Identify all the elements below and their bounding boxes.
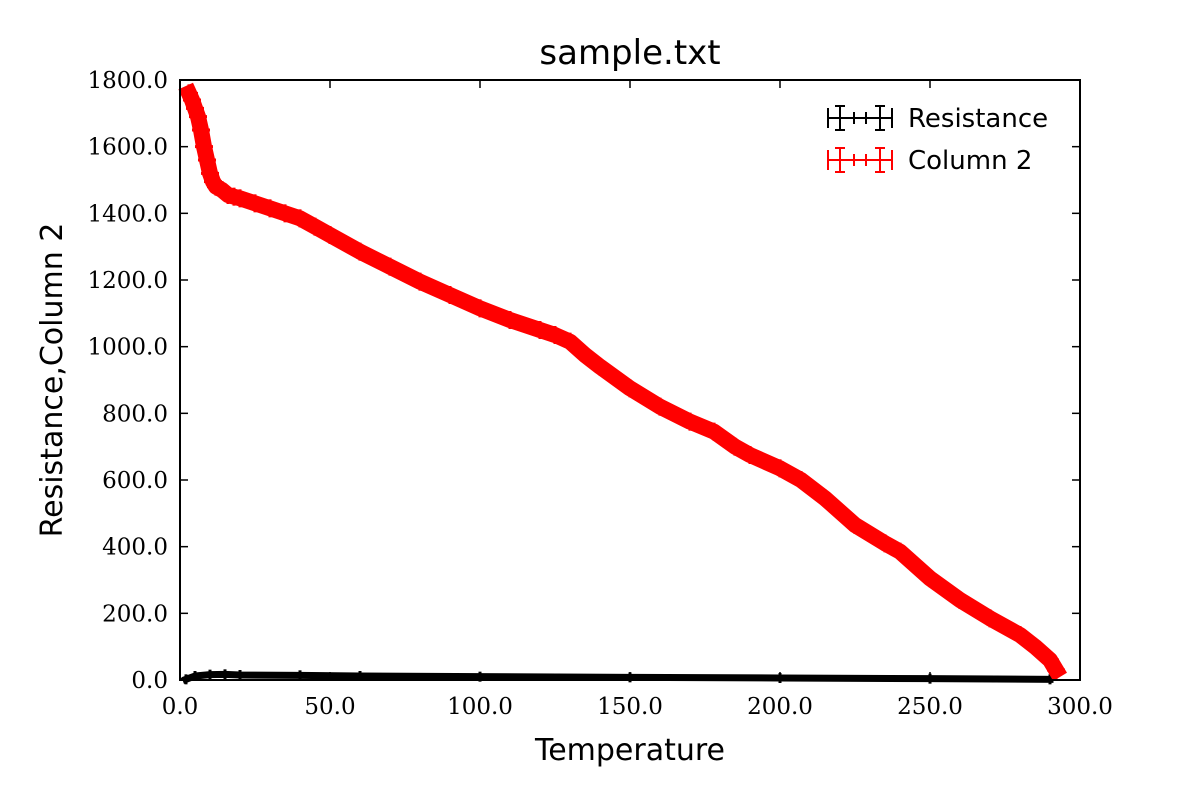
x-tick-label: 100.0 (447, 694, 513, 720)
legend-errorbar-icon (827, 147, 893, 173)
y-tick-label: 1200.0 (88, 268, 168, 294)
x-tick-label: 300.0 (1047, 694, 1113, 720)
legend-item: Column 2 (827, 146, 1032, 176)
y-tick-label: 800.0 (102, 401, 168, 427)
series-resistance (181, 669, 1055, 685)
y-axis-label: Resistance,Column 2 (35, 223, 70, 538)
y-tick-label: 1400.0 (88, 201, 168, 227)
x-tick-label: 250.0 (897, 694, 963, 720)
y-tick-label: 600.0 (102, 468, 168, 494)
x-tick-label: 0.0 (162, 694, 199, 720)
y-tick-label: 200.0 (102, 601, 168, 627)
legend-errorbar-icon (827, 105, 893, 131)
y-tick-label: 400.0 (102, 535, 168, 561)
y-tick-label: 0.0 (131, 668, 168, 694)
series-line (178, 82, 1067, 681)
chart-title: sample.txt (539, 33, 720, 73)
plot-frame (179, 79, 1081, 681)
x-tick-label: 200.0 (747, 694, 813, 720)
legend: Resistance Column 2 (827, 104, 1048, 176)
axis-ticks: 0.0 50.0 100.0 150.0 200.0 250.0 300.0 0.0 200.0… (88, 68, 1113, 720)
legend-label: Column 2 (908, 146, 1032, 176)
x-axis-label: Temperature (534, 733, 725, 768)
series-line (181, 670, 1054, 684)
y-tick-label: 1000.0 (88, 335, 168, 361)
x-tick-label: 50.0 (304, 694, 355, 720)
x-tick-label: 150.0 (597, 694, 663, 720)
legend-item: Resistance (827, 104, 1048, 134)
series-column-2 (178, 82, 1067, 681)
legend-label: Resistance (908, 104, 1048, 134)
y-tick-label: 1800.0 (88, 68, 168, 94)
y-tick-label: 1600.0 (88, 135, 168, 161)
plot-marks (178, 82, 1067, 685)
